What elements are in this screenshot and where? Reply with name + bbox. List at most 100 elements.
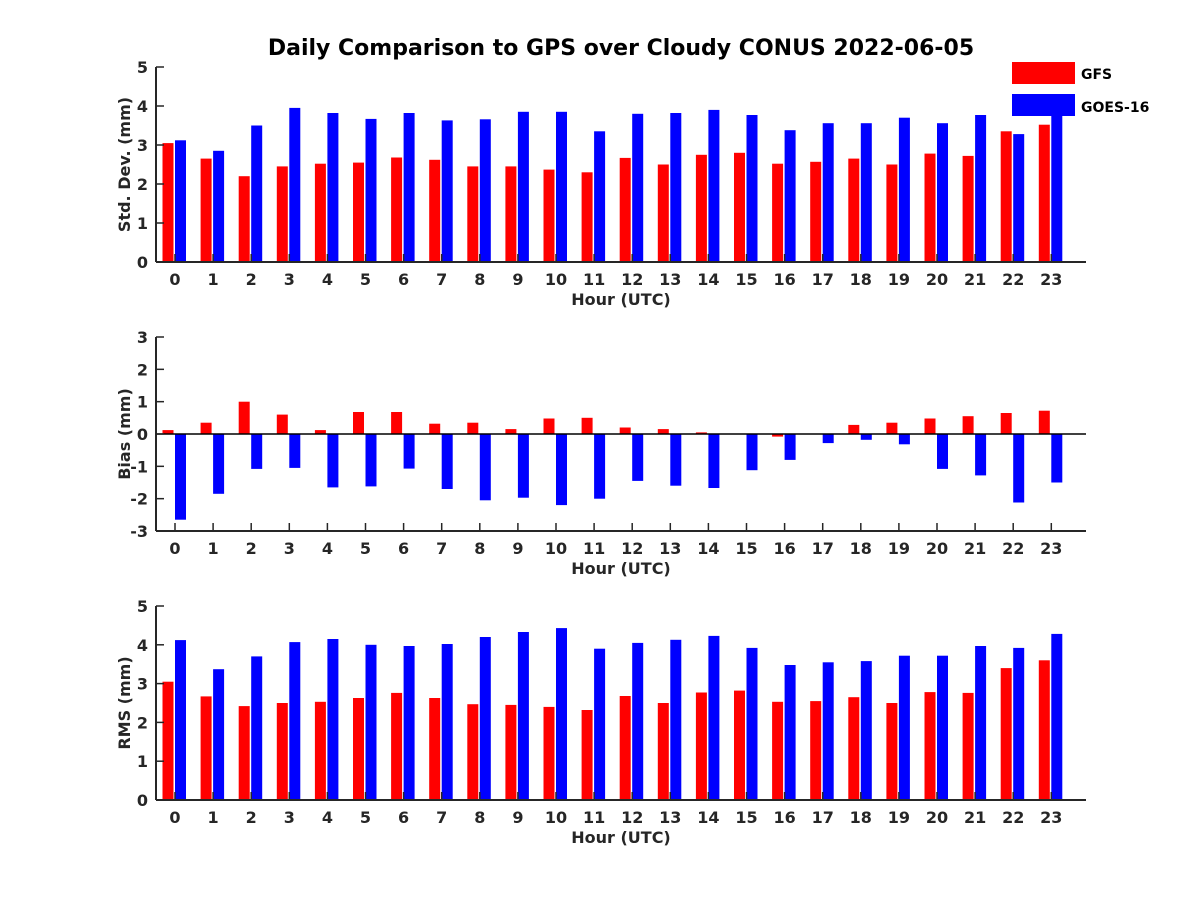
- std-dev-xtick-label: 17: [812, 270, 834, 289]
- rms-xtick-label: 10: [545, 808, 567, 827]
- std-dev-bar-gfs-hour-9: [505, 166, 517, 262]
- rms-ytick-label: 5: [137, 597, 148, 616]
- std-dev-ytick-label: 2: [137, 175, 148, 194]
- std-dev-bar-gfs-hour-13: [657, 164, 669, 262]
- bias-bar-gfs-hour-4: [314, 430, 326, 434]
- rms-xtick-label: 20: [926, 808, 948, 827]
- legend-label-goes16: GOES-16: [1081, 100, 1149, 116]
- bias-bar-gfs-hour-9: [505, 429, 517, 434]
- bias-xtick-label: 13: [659, 539, 681, 558]
- std-dev-bar-gfs-hour-11: [581, 172, 593, 262]
- bias-bar-gfs-hour-19: [886, 422, 898, 434]
- bias-bar-gfs-hour-20: [924, 418, 936, 434]
- rms-x-axis-label: Hour (UTC): [571, 828, 671, 847]
- rms-bar-goes16-hour-19: [898, 655, 910, 800]
- bias-bar-gfs-hour-11: [581, 417, 593, 434]
- std-dev-bar-goes16-hour-3: [289, 107, 301, 263]
- rms-bar-goes16-hour-4: [327, 639, 339, 800]
- std-dev-ytick-label: 1: [137, 214, 148, 233]
- std-dev-bar-goes16-hour-4: [327, 113, 339, 262]
- std-dev-ytick-label: 3: [137, 136, 148, 155]
- std-dev-bar-gfs-hour-20: [924, 153, 936, 262]
- std-dev-bar-goes16-hour-10: [556, 111, 567, 262]
- rms-bar-gfs-hour-5: [353, 698, 364, 800]
- std-dev-xtick-label: 16: [773, 270, 795, 289]
- bias-bar-gfs-hour-13: [657, 429, 669, 434]
- rms-bar-gfs-hour-12: [619, 696, 631, 800]
- std-dev-bar-gfs-hour-7: [429, 159, 441, 262]
- bias-xtick-label: 10: [545, 539, 567, 558]
- rms-bar-gfs-hour-23: [1038, 660, 1050, 800]
- rms-xtick-label: 8: [474, 808, 485, 827]
- bias-bar-goes16-hour-21: [975, 434, 987, 476]
- rms-bar-goes16-hour-20: [937, 655, 948, 800]
- bias-xtick-label: 18: [850, 539, 872, 558]
- std-dev-bar-goes16-hour-23: [1051, 106, 1063, 262]
- rms-bar-goes16-hour-10: [556, 628, 567, 800]
- bias-bar-goes16-hour-17: [822, 434, 834, 444]
- bias-xtick-label: 1: [208, 539, 219, 558]
- bias-y-axis-label: Bias (mm): [115, 388, 134, 480]
- bias-xtick-label: 12: [621, 539, 643, 558]
- std-dev-bar-gfs-hour-2: [238, 176, 250, 262]
- std-dev-xtick-label: 11: [583, 270, 605, 289]
- bias-bar-gfs-hour-3: [276, 414, 288, 434]
- std-dev-xtick-label: 7: [436, 270, 447, 289]
- std-dev-xtick-label: 4: [322, 270, 333, 289]
- std-dev-xtick-label: 3: [284, 270, 295, 289]
- rms-bar-gfs-hour-1: [200, 696, 212, 800]
- std-dev-bar-gfs-hour-19: [886, 164, 898, 262]
- rms-bar-goes16-hour-5: [365, 644, 377, 800]
- legend-swatch-gfs: [1012, 62, 1075, 84]
- bias-bar-gfs-hour-18: [848, 424, 860, 434]
- bias-xtick-label: 21: [964, 539, 986, 558]
- rms-xtick-label: 3: [284, 808, 295, 827]
- bias-bar-gfs-hour-23: [1038, 410, 1050, 434]
- bias-bar-goes16-hour-20: [937, 434, 948, 469]
- bias-bar-goes16-hour-1: [213, 434, 225, 494]
- rms-xtick-label: 15: [735, 808, 757, 827]
- std-dev-ytick-label: 5: [137, 58, 148, 77]
- std-dev-bar-gfs-hour-4: [314, 163, 326, 262]
- rms-xtick-label: 14: [697, 808, 719, 827]
- legend-swatch-goes16: [1012, 94, 1075, 116]
- std-dev-y-axis-label: Std. Dev. (mm): [115, 97, 134, 232]
- rms-xtick-label: 16: [773, 808, 795, 827]
- std-dev-ytick-label: 4: [137, 97, 148, 116]
- std-dev-bar-goes16-hour-9: [517, 111, 529, 262]
- std-dev-bar-gfs-hour-6: [391, 157, 403, 262]
- std-dev-bar-goes16-hour-19: [898, 117, 910, 262]
- bias-bar-gfs-hour-1: [200, 422, 212, 434]
- std-dev-xtick-label: 20: [926, 270, 948, 289]
- std-dev-ytick-label: 0: [137, 253, 148, 272]
- bias-bar-goes16-hour-18: [860, 434, 872, 440]
- std-dev-bar-goes16-hour-8: [479, 119, 491, 262]
- bias-x-axis-label: Hour (UTC): [571, 559, 671, 578]
- std-dev-bar-goes16-hour-1: [213, 150, 225, 262]
- rms-bar-goes16-hour-23: [1051, 633, 1063, 800]
- bias-xtick-label: 2: [246, 539, 257, 558]
- bias-ytick-label: -3: [130, 522, 148, 541]
- rms-bar-gfs-hour-10: [543, 706, 555, 800]
- std-dev-bar-goes16-hour-22: [1013, 134, 1025, 262]
- rms-xtick-label: 18: [850, 808, 872, 827]
- rms-ytick-label: 3: [137, 675, 148, 694]
- bias-bar-gfs-hour-7: [429, 423, 441, 434]
- rms-bar-gfs-hour-21: [962, 692, 974, 800]
- bias-bar-gfs-hour-0: [162, 430, 174, 434]
- std-dev-xtick-label: 15: [735, 270, 757, 289]
- rms-xtick-label: 4: [322, 808, 333, 827]
- std-dev-bar-goes16-hour-6: [403, 113, 415, 262]
- bias-bar-gfs-hour-5: [353, 412, 364, 434]
- std-dev-bar-gfs-hour-23: [1038, 124, 1050, 262]
- bias-bar-goes16-hour-16: [784, 434, 796, 460]
- rms-xtick-label: 17: [812, 808, 834, 827]
- rms-xtick-label: 7: [436, 808, 447, 827]
- std-dev-bar-gfs-hour-14: [695, 154, 707, 263]
- rms-bar-gfs-hour-15: [734, 690, 745, 800]
- bias-xtick-label: 20: [926, 539, 948, 558]
- rms-bar-goes16-hour-18: [860, 661, 872, 800]
- rms-ytick-label: 0: [137, 791, 148, 810]
- bias-ytick-label: 2: [137, 360, 148, 379]
- rms-xtick-label: 6: [398, 808, 409, 827]
